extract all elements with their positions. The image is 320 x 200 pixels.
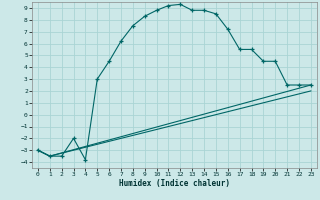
X-axis label: Humidex (Indice chaleur): Humidex (Indice chaleur) — [119, 179, 230, 188]
